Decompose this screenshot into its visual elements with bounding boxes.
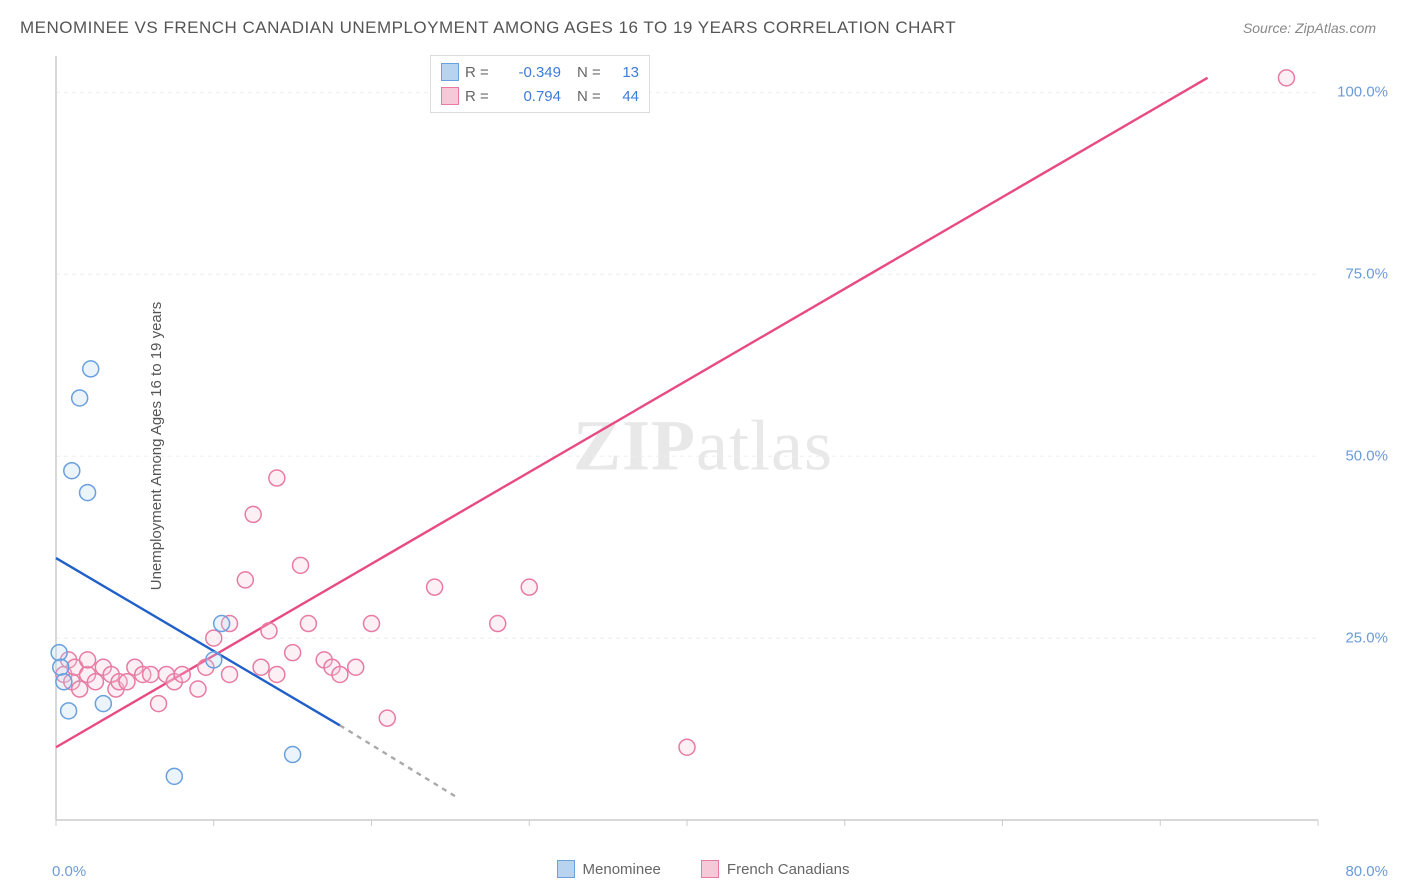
r-label: R = — [465, 64, 495, 81]
n-label: N = — [577, 64, 605, 81]
plot-area — [48, 48, 1378, 848]
legend-row-menominee: R = -0.349 N = 13 — [441, 60, 639, 84]
chart-title: MENOMINEE VS FRENCH CANADIAN UNEMPLOYMEN… — [20, 18, 956, 38]
legend-label-french: French Canadians — [727, 861, 850, 878]
n-label: N = — [577, 88, 605, 105]
r-value-menominee: -0.349 — [501, 64, 561, 81]
legend-swatch-french — [701, 860, 719, 878]
x-axis-min-label: 0.0% — [52, 863, 86, 880]
scatter-chart-svg — [48, 48, 1378, 848]
correlation-legend: R = -0.349 N = 13 R = 0.794 N = 44 — [430, 55, 650, 113]
source-attribution: Source: ZipAtlas.com — [1243, 20, 1376, 36]
legend-label-menominee: Menominee — [583, 861, 661, 878]
legend-row-french: R = 0.794 N = 44 — [441, 84, 639, 108]
y-tick-label: 75.0% — [1345, 266, 1388, 283]
source-name: ZipAtlas.com — [1295, 20, 1376, 36]
legend-swatch-menominee — [557, 860, 575, 878]
source-prefix: Source: — [1243, 20, 1295, 36]
n-value-menominee: 13 — [611, 64, 639, 81]
r-label: R = — [465, 88, 495, 105]
legend-item-menominee: Menominee — [557, 860, 661, 878]
legend-swatch-menominee — [441, 63, 459, 81]
legend-item-french: French Canadians — [701, 860, 850, 878]
r-value-french: 0.794 — [501, 88, 561, 105]
series-legend: Menominee French Canadians — [0, 860, 1406, 878]
y-tick-label: 50.0% — [1345, 448, 1388, 465]
y-tick-label: 25.0% — [1345, 630, 1388, 647]
n-value-french: 44 — [611, 88, 639, 105]
y-tick-label: 100.0% — [1337, 84, 1388, 101]
legend-swatch-french — [441, 87, 459, 105]
x-axis-max-label: 80.0% — [1345, 863, 1388, 880]
